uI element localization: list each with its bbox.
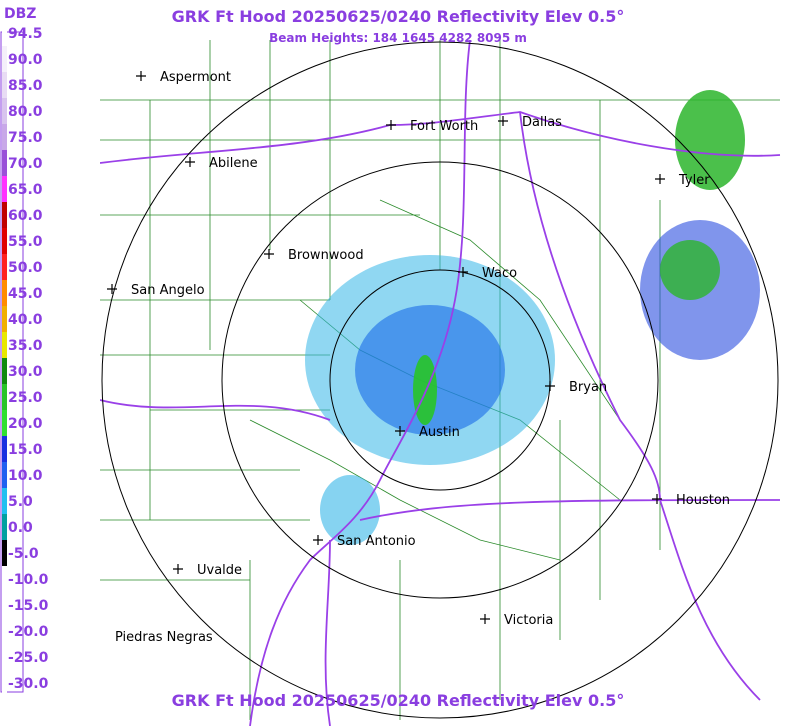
city-marker (395, 426, 405, 436)
legend-swatch (2, 228, 7, 254)
echoes (305, 90, 760, 545)
legend-label: 70.0 (8, 156, 43, 172)
legend-label: 25.0 (8, 390, 43, 406)
city-marker (655, 174, 665, 184)
legend-swatch (2, 72, 7, 98)
legend-label: -25.0 (8, 650, 49, 666)
legend-swatch (2, 150, 7, 176)
legend-label: 50.0 (8, 260, 43, 276)
legend-swatch (2, 202, 7, 228)
legend-label: 55.0 (8, 234, 43, 250)
range-rings (101, 41, 779, 719)
legend-label: 35.0 (8, 338, 43, 354)
legend-swatch (2, 358, 7, 384)
highways (99, 39, 781, 726)
legend-swatch (2, 514, 7, 540)
city-label: Aspermont (160, 70, 231, 85)
legend-label: 75.0 (8, 130, 43, 146)
legend-swatch (2, 410, 7, 436)
legend-label: -5.0 (8, 546, 39, 562)
legend-swatch (2, 384, 7, 410)
legend-swatch (2, 46, 7, 72)
legend-label: 60.0 (8, 208, 43, 224)
legend-label: 10.0 (8, 468, 43, 484)
footer-title: GRK Ft Hood 20250625/0240 Reflectivity E… (172, 691, 625, 710)
city-marker (185, 157, 195, 167)
legend-label: 45.0 (8, 286, 43, 302)
city-marker (480, 614, 490, 624)
legend-swatch (2, 436, 7, 462)
legend-swatch (2, 332, 7, 358)
legend-label: -10.0 (8, 572, 49, 588)
city-label: Houston (676, 493, 730, 508)
legend-swatch (2, 644, 7, 670)
legend-label: 5.0 (8, 494, 33, 510)
legend-swatch (2, 540, 7, 566)
city-marker (498, 116, 508, 126)
subtitle: Beam Heights: 184 1645 4282 8095 m (269, 31, 527, 45)
legend-label: -20.0 (8, 624, 49, 640)
city-marker (458, 267, 468, 277)
legend-swatch (2, 618, 7, 644)
city-label: Waco (482, 266, 517, 281)
city-marker (173, 564, 183, 574)
city-label: San Antonio (337, 534, 416, 549)
city-label: Victoria (504, 613, 553, 628)
city-label: Abilene (209, 156, 258, 171)
legend-label: 85.0 (8, 78, 43, 94)
legend-swatch (2, 670, 7, 696)
city-marker (386, 120, 396, 130)
legend-swatch (2, 176, 7, 202)
city-label: San Angelo (131, 283, 205, 298)
city-label: Bryan (569, 380, 607, 395)
legend-swatch (2, 20, 7, 46)
legend-label: 90.0 (8, 52, 43, 68)
legend-swatch (2, 254, 7, 280)
city-label: Brownwood (288, 248, 364, 263)
legend-swatch (2, 488, 7, 514)
legend-frame (0, 31, 24, 693)
city-marker (545, 381, 555, 391)
city-marker (264, 249, 274, 259)
county-lines (100, 40, 780, 720)
city-label: Dallas (522, 115, 562, 130)
legend-swatch (2, 124, 7, 150)
city-label: Tyler (678, 173, 710, 188)
legend-label: 0.0 (8, 520, 33, 536)
legend-swatch (2, 566, 7, 592)
legend-swatch (2, 280, 7, 306)
city-marker (136, 71, 146, 81)
city-marker (313, 535, 323, 545)
legend-label: -30.0 (8, 676, 49, 692)
legend-label: 80.0 (8, 104, 43, 120)
legend-label: 15.0 (8, 442, 43, 458)
legend-label: 94.5 (8, 26, 43, 42)
legend-label: -15.0 (8, 598, 49, 614)
city-label: Piedras Negras (115, 630, 213, 645)
legend-label: 30.0 (8, 364, 43, 380)
legend-swatch (2, 462, 7, 488)
city-label: Fort Worth (410, 119, 478, 134)
legend-swatch (2, 306, 7, 332)
legend-label: 40.0 (8, 312, 43, 328)
city-label: Uvalde (197, 563, 242, 578)
legend-background (0, 30, 100, 726)
city-label: Austin (419, 425, 460, 440)
legend-unit: DBZ (4, 6, 36, 22)
legend-label: 20.0 (8, 416, 43, 432)
legend-swatch (2, 592, 7, 618)
city-marker (107, 284, 117, 294)
legend-swatch (2, 98, 7, 124)
city-marker (652, 494, 662, 504)
legend-label: 65.0 (8, 182, 43, 198)
title: GRK Ft Hood 20250625/0240 Reflectivity E… (172, 7, 625, 26)
